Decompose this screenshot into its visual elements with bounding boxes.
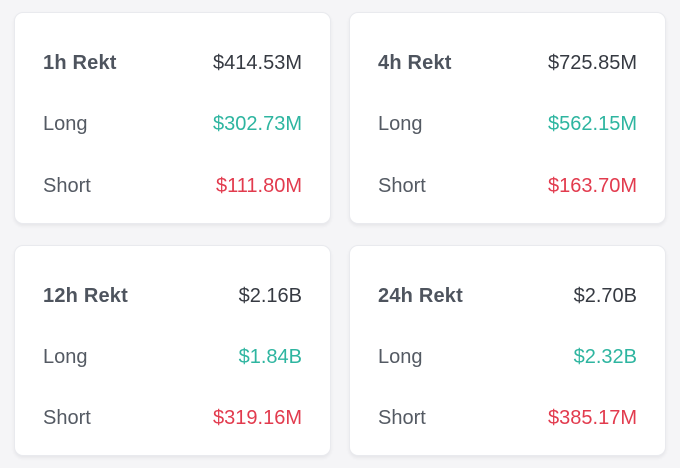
rekt-card-12h: 12h Rekt $2.16B Long $1.84B Short $319.1… [14, 244, 331, 456]
long-row: Long $302.73M [43, 112, 302, 136]
total-value: $414.53M [213, 52, 302, 74]
short-label: Short [378, 174, 426, 197]
total-value: $2.16B [238, 284, 302, 307]
short-row: Short $385.17M [378, 406, 637, 430]
total-row: 1h Rekt $414.53M [43, 51, 302, 75]
total-row: 12h Rekt $2.16B [43, 284, 302, 308]
short-row: Short $319.16M [43, 406, 302, 430]
long-value: $302.73M [213, 113, 302, 136]
long-label: Long [378, 345, 423, 368]
long-row: Long $2.32B [378, 345, 637, 369]
total-row: 4h Rekt $725.85M [378, 51, 637, 75]
total-row: 24h Rekt $2.70B [378, 284, 637, 308]
card-title: 4h Rekt [378, 52, 452, 74]
long-label: Long [378, 113, 423, 136]
short-row: Short $111.80M [43, 174, 302, 198]
rekt-card-24h: 24h Rekt $2.70B Long $2.32B Short $385.1… [349, 244, 666, 456]
long-value: $1.84B [238, 345, 302, 368]
rekt-card-4h: 4h Rekt $725.85M Long $562.15M Short $16… [349, 12, 666, 224]
short-row: Short $163.70M [378, 174, 637, 198]
long-row: Long $562.15M [378, 112, 637, 136]
short-label: Short [43, 174, 91, 197]
card-title: 1h Rekt [43, 52, 117, 74]
short-value: $385.17M [548, 407, 637, 429]
rekt-card-1h: 1h Rekt $414.53M Long $302.73M Short $11… [14, 12, 331, 224]
long-value: $2.32B [573, 345, 637, 368]
card-title: 24h Rekt [378, 284, 463, 307]
short-value: $319.16M [213, 407, 302, 429]
short-label: Short [378, 407, 426, 429]
short-label: Short [43, 407, 91, 429]
short-value: $111.80M [216, 174, 302, 197]
total-value: $2.70B [573, 284, 637, 307]
long-row: Long $1.84B [43, 345, 302, 369]
long-label: Long [43, 345, 88, 368]
short-value: $163.70M [548, 174, 637, 197]
card-title: 12h Rekt [43, 284, 128, 307]
long-value: $562.15M [548, 113, 637, 136]
total-value: $725.85M [548, 52, 637, 74]
long-label: Long [43, 113, 88, 136]
